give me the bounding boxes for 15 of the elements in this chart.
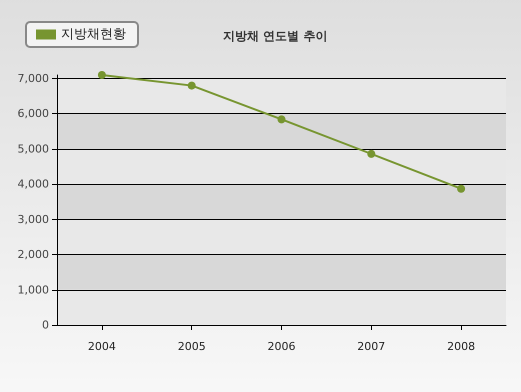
y-tick-label: 4,000: [18, 178, 49, 191]
y-tick-label: 2,000: [18, 248, 49, 262]
y-tick-label: 1,000: [18, 283, 49, 296]
chart-title: 지방채 연도별 추이: [223, 29, 328, 43]
x-tick-label: 2005: [178, 340, 206, 353]
y-tick-label: 5,000: [18, 142, 49, 156]
x-tick-label: 2008: [447, 340, 476, 353]
y-tick-label: 6,000: [18, 107, 49, 120]
x-tick-label: 2007: [357, 340, 386, 353]
y-tick-label: 3,000: [18, 212, 49, 226]
x-tick-label: 2006: [268, 340, 296, 353]
legend-label: 지방채현황: [61, 27, 126, 42]
x-tick-label: 2004: [88, 340, 116, 353]
y-tick-label: 7,000: [18, 72, 49, 86]
y-tick-label: 0: [42, 318, 49, 332]
